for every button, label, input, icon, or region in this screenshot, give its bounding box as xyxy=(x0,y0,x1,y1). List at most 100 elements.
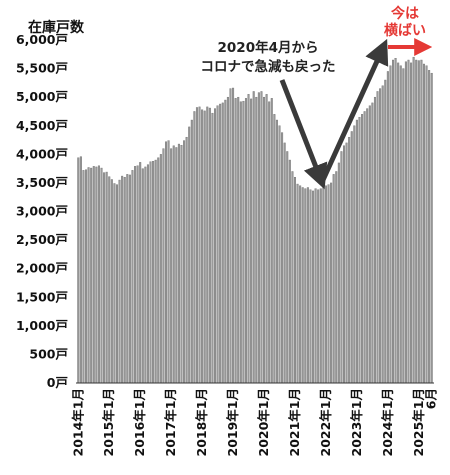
bar xyxy=(126,174,129,384)
bar xyxy=(363,111,366,384)
bar xyxy=(234,98,237,384)
bar xyxy=(425,65,428,384)
y-tick-label: 1,000戸 xyxy=(16,318,68,333)
bar xyxy=(389,65,392,384)
bar xyxy=(224,99,227,384)
bar xyxy=(108,176,111,384)
bar xyxy=(304,188,307,384)
bar xyxy=(415,59,418,384)
x-tick-label: 2018年1月 xyxy=(194,388,209,457)
y-axis-ticks: 0戸 500戸 1,000戸 1,500戸 2,000戸 2,500戸 3,000戸 3,50… xyxy=(16,32,68,390)
bar xyxy=(257,92,260,384)
annotation-drop-line2: コロナで急減も戻った xyxy=(201,58,336,75)
bar xyxy=(149,161,152,384)
bar xyxy=(110,179,113,384)
bar xyxy=(319,188,322,384)
bar xyxy=(92,166,95,384)
bar xyxy=(115,184,118,384)
bar xyxy=(373,96,376,384)
bar xyxy=(322,187,325,384)
bar xyxy=(195,107,198,384)
y-tick-label: 4,500戸 xyxy=(16,118,68,133)
bar xyxy=(345,142,348,384)
bar xyxy=(136,165,139,384)
bar xyxy=(430,72,433,384)
x-tick-label: 2020年1月 xyxy=(256,388,271,457)
bar xyxy=(144,166,147,384)
bar xyxy=(330,182,333,384)
bar xyxy=(392,59,395,384)
bar xyxy=(154,159,157,384)
bar xyxy=(175,147,178,384)
bar xyxy=(428,70,431,384)
bar xyxy=(180,144,183,384)
bar xyxy=(306,187,309,384)
bar xyxy=(134,166,137,384)
bar xyxy=(402,68,405,384)
x-tick-label: 2025年1月 xyxy=(411,388,426,457)
annotation-flat-line2: 横ばい xyxy=(384,22,426,39)
bar xyxy=(131,170,134,384)
bar xyxy=(371,102,374,384)
x-tick-label: 2016年1月 xyxy=(132,388,147,457)
bar xyxy=(407,59,410,384)
bar xyxy=(87,167,90,384)
bar xyxy=(190,119,193,384)
bar xyxy=(229,88,232,384)
bar xyxy=(265,94,268,384)
bar xyxy=(255,96,258,384)
x-tick-label: 2022年1月 xyxy=(318,388,333,457)
bar xyxy=(183,140,186,384)
bar xyxy=(353,125,356,384)
x-tick-label: 2023年1月 xyxy=(349,388,364,457)
y-tick-label: 2,500戸 xyxy=(16,232,68,247)
y-tick-label: 6,000戸 xyxy=(16,32,68,47)
annotation-flat-line1: 今は xyxy=(390,5,419,22)
bar xyxy=(361,114,364,384)
bar xyxy=(386,71,389,384)
y-tick-label: 3,500戸 xyxy=(16,175,68,190)
bar xyxy=(340,151,343,384)
bar xyxy=(90,167,93,384)
bar xyxy=(214,108,217,384)
bar xyxy=(252,91,255,384)
bar xyxy=(77,157,80,384)
y-tick-label: 0戸 xyxy=(47,375,68,390)
bar xyxy=(146,164,149,384)
bar xyxy=(152,160,155,384)
bar xyxy=(337,162,340,384)
bar xyxy=(239,101,242,384)
bar xyxy=(113,183,116,384)
bar xyxy=(95,166,98,384)
bar xyxy=(283,142,286,384)
bar xyxy=(350,131,353,384)
bar xyxy=(221,102,224,384)
bar xyxy=(379,88,382,384)
bar xyxy=(193,111,196,384)
bar xyxy=(332,174,335,384)
bar xyxy=(164,141,167,384)
bar xyxy=(198,106,201,384)
bar xyxy=(85,169,88,384)
x-tick-label: 2021年1月 xyxy=(287,388,302,457)
bar xyxy=(348,136,351,384)
bar xyxy=(275,119,278,384)
bar xyxy=(185,136,188,384)
bar xyxy=(162,148,165,384)
bar xyxy=(170,148,173,384)
bar xyxy=(242,100,245,384)
bar xyxy=(177,143,180,384)
bar xyxy=(335,171,338,384)
bar xyxy=(273,114,276,384)
down-arrow xyxy=(279,79,328,190)
bar xyxy=(286,151,289,384)
bar xyxy=(167,140,170,384)
bar xyxy=(291,171,294,384)
bar xyxy=(270,98,273,384)
bar xyxy=(128,174,131,384)
x-tick-label: 2017年1月 xyxy=(163,388,178,457)
x-tick-label: 2019年1月 xyxy=(225,388,240,457)
bar xyxy=(201,109,204,384)
bar xyxy=(397,62,400,384)
